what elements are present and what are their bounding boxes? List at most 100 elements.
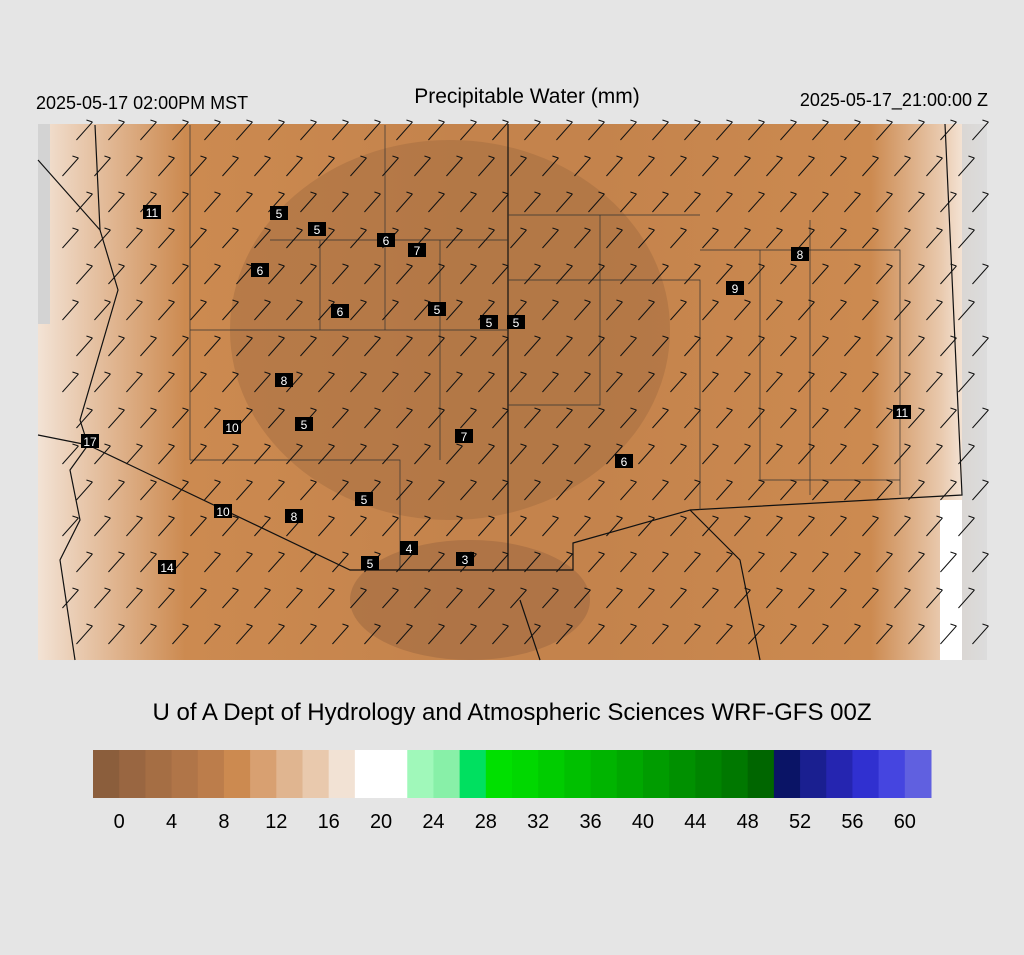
wind-barb xyxy=(446,515,463,537)
border xyxy=(87,444,761,661)
wind-barb xyxy=(972,263,989,285)
wind-barb xyxy=(940,551,957,573)
wind-barb xyxy=(428,623,445,645)
wind-barb xyxy=(414,515,431,537)
colorbar-swatch xyxy=(512,750,539,798)
wind-barb xyxy=(460,191,477,213)
wind-barb xyxy=(492,551,509,573)
wind-barb xyxy=(158,515,175,537)
station-box xyxy=(223,420,241,434)
wind-barb xyxy=(396,191,413,213)
wind-barb xyxy=(428,191,445,213)
wind-barb xyxy=(350,155,367,177)
wind-barb xyxy=(524,335,541,357)
colorbar-tick-label: 48 xyxy=(737,811,759,833)
wind-barb xyxy=(268,263,285,285)
wind-barb xyxy=(396,407,413,429)
wind-barb xyxy=(382,155,399,177)
wind-barb xyxy=(940,119,957,141)
wind-barb xyxy=(606,587,623,609)
wind-barb xyxy=(254,515,271,537)
wind-barb xyxy=(236,623,253,645)
colorbar-swatch xyxy=(590,750,618,798)
wind-barb xyxy=(300,263,317,285)
wind-barb xyxy=(190,443,207,465)
station-box xyxy=(791,247,809,261)
wind-barb xyxy=(894,443,911,465)
station-box xyxy=(480,315,498,329)
wind-barb xyxy=(478,155,495,177)
wind-barb xyxy=(606,299,623,321)
wind-barb xyxy=(926,587,943,609)
colorbar-tick-label: 8 xyxy=(218,811,229,833)
wind-barb xyxy=(190,155,207,177)
wind-barb xyxy=(620,335,637,357)
wind-barb xyxy=(350,371,367,393)
station-value: 8 xyxy=(281,374,288,388)
map-title: Precipitable Water (mm) xyxy=(414,85,640,108)
wind-barb xyxy=(76,407,93,429)
colorbar-swatch xyxy=(171,750,199,798)
wind-barb xyxy=(190,587,207,609)
wind-barb xyxy=(286,443,303,465)
station: 3 xyxy=(456,552,474,567)
wind-barb xyxy=(204,623,221,645)
wind-barb xyxy=(556,551,573,573)
wind-barb xyxy=(108,263,125,285)
wind-barb xyxy=(716,119,733,141)
wind-barb xyxy=(364,407,381,429)
wind-barb xyxy=(748,263,765,285)
station: 8 xyxy=(285,509,303,524)
wind-barb xyxy=(524,263,541,285)
wind-barb xyxy=(396,479,413,501)
wind-barb xyxy=(588,623,605,645)
wind-barb xyxy=(492,263,509,285)
wind-barb xyxy=(716,479,733,501)
wind-barb xyxy=(542,155,559,177)
wind-barb xyxy=(286,155,303,177)
wind-barb xyxy=(844,407,861,429)
wind-barb xyxy=(702,443,719,465)
station: 8 xyxy=(275,373,293,388)
wind-barb xyxy=(364,191,381,213)
station-box xyxy=(428,302,446,316)
colorbar-swatch xyxy=(878,750,906,798)
state-borders xyxy=(37,123,963,661)
wind-barb xyxy=(844,623,861,645)
wind-barb xyxy=(876,119,893,141)
wind-barb xyxy=(382,371,399,393)
station-value: 8 xyxy=(291,510,298,524)
wind-barb xyxy=(844,191,861,213)
station: 5 xyxy=(355,492,373,507)
station: 17 xyxy=(81,434,99,449)
wind-barb xyxy=(460,479,477,501)
wind-barb xyxy=(588,479,605,501)
wind-barb xyxy=(670,443,687,465)
wind-barb xyxy=(766,299,783,321)
wind-barb xyxy=(286,371,303,393)
station-box xyxy=(377,233,395,247)
wind-barb xyxy=(76,551,93,573)
wind-barb xyxy=(734,371,751,393)
wind-barb xyxy=(652,623,669,645)
wind-barb xyxy=(702,515,719,537)
station-value: 4 xyxy=(406,542,413,556)
station: 11 xyxy=(893,405,911,420)
wind-barb xyxy=(780,191,797,213)
wind-barb xyxy=(350,515,367,537)
wind-barb xyxy=(670,587,687,609)
wind-barb xyxy=(588,263,605,285)
colorbar-swatch xyxy=(538,750,565,798)
wind-barb xyxy=(684,623,701,645)
wind-barb xyxy=(268,119,285,141)
wind-barb xyxy=(414,299,431,321)
wind-barb xyxy=(140,623,157,645)
colorbar: 0 4 8 12 16 20 24 28 32 36 40 44 48 52 56 60 xyxy=(93,750,932,833)
wind-barb xyxy=(734,587,751,609)
wind-barb xyxy=(108,335,125,357)
wind-barb xyxy=(94,299,111,321)
wind-barb xyxy=(428,335,445,357)
station-value: 11 xyxy=(896,406,909,420)
wind-barb xyxy=(478,443,495,465)
